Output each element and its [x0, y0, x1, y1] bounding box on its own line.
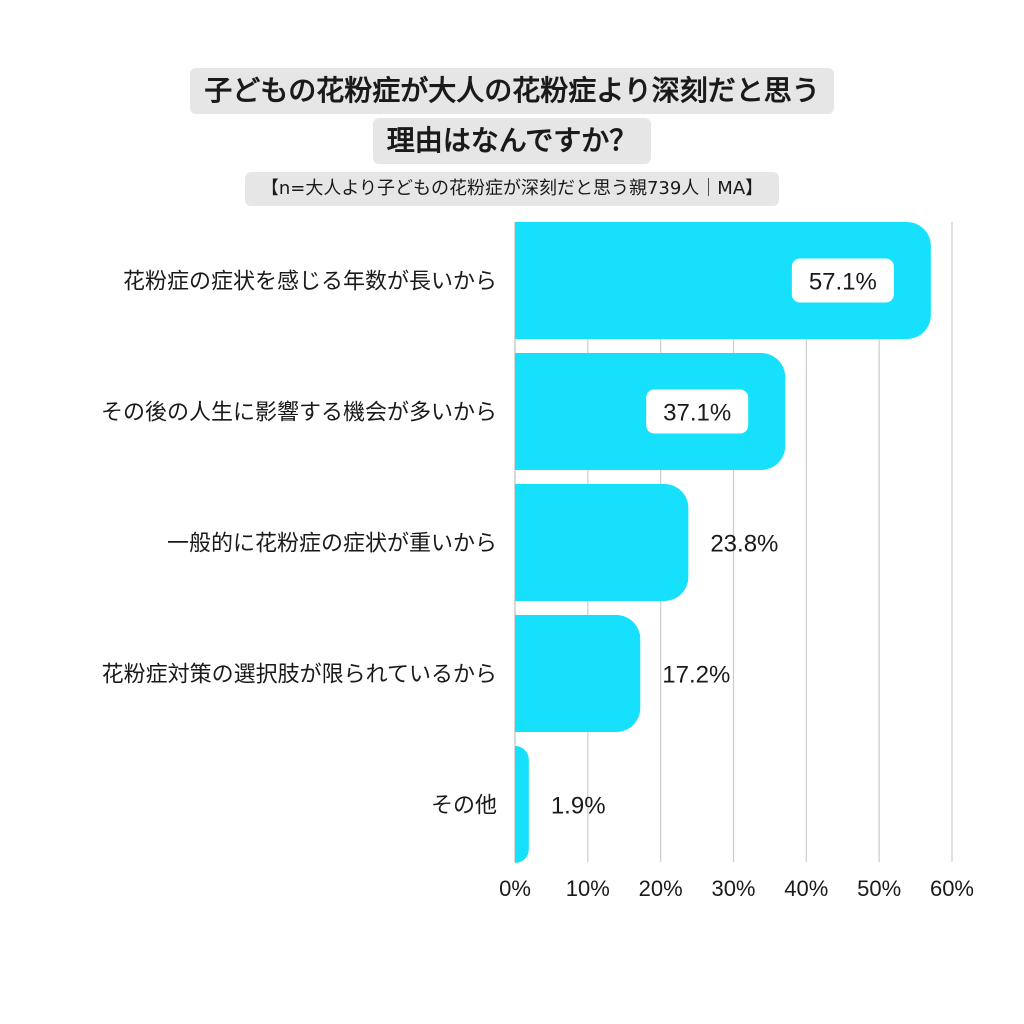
x-tick-label: 0% — [499, 876, 531, 901]
category-label: 花粉症の症状を感じる年数が長いから — [123, 270, 497, 295]
category-label: 花粉症対策の選択肢が限られているから — [102, 663, 497, 688]
category-labels: 花粉症の症状を感じる年数が長いからその後の人生に影響する機会が多いから一般的に花… — [101, 270, 497, 819]
bar-3 — [515, 484, 689, 601]
x-tick-label: 50% — [857, 876, 901, 901]
data-label: 37.1% — [663, 400, 731, 427]
chart-title-line-1: 子どもの花粉症が大人の花粉症より深刻だと思う — [190, 68, 834, 114]
category-label: その後の人生に影響する機会が多いから — [101, 401, 497, 426]
data-label-box — [646, 389, 749, 434]
data-label: 57.1% — [809, 269, 877, 296]
data-label: 1.9% — [551, 793, 606, 820]
data-label: 23.8% — [710, 531, 778, 558]
chart-title-line-2: 理由はなんですか？ — [372, 118, 652, 164]
x-tick-label: 60% — [930, 876, 974, 901]
bars — [515, 222, 931, 863]
chart-subtitle: 【n=大人より子どもの花粉症が深刻だと思う親739人｜MA】 — [244, 172, 780, 206]
category-label: その他 — [431, 794, 497, 819]
bar-1 — [515, 222, 931, 339]
bar-5 — [515, 746, 529, 863]
bar-4 — [515, 615, 641, 732]
data-label-box — [791, 258, 894, 303]
x-tick-label: 40% — [784, 876, 828, 901]
x-axis-tick-labels: 0% 10% 20% 30% 40% 50% 60% — [499, 876, 974, 901]
chart-title-block: 子どもの花粉症が大人の花粉症より深刻だと思う 理由はなんですか？ 【n=大人より… — [0, 68, 1024, 206]
x-tick-label: 10% — [566, 876, 610, 901]
data-labels: 57.1% 37.1% 23.8% 17.2% 1.9% — [551, 258, 894, 820]
category-label: 一般的に花粉症の症状が重いから — [167, 532, 497, 557]
x-tick-label: 30% — [711, 876, 755, 901]
x-tick-label: 20% — [639, 876, 683, 901]
data-label: 17.2% — [662, 662, 730, 689]
